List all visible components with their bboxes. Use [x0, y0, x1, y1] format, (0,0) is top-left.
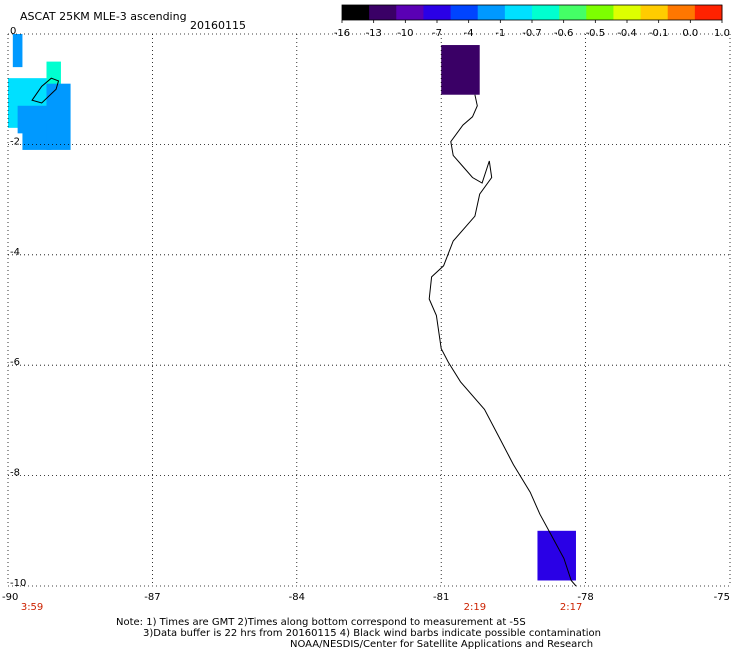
colorbar-swatch — [396, 5, 424, 20]
lat-tick-label: -8 — [10, 468, 20, 479]
colorbar-label: -16 — [334, 28, 350, 39]
colorbar-swatch — [477, 5, 506, 20]
lat-tick-label: -4 — [10, 247, 20, 258]
lon-tick-label: -87 — [144, 592, 160, 603]
time-label: 2:17 — [560, 602, 582, 613]
colorbar-swatch — [667, 5, 696, 20]
lat-tick-label: 0 — [10, 26, 16, 37]
lon-tick-label: -75 — [714, 592, 730, 603]
colorbar-label: 0.0 — [682, 28, 698, 39]
lon-tick-label: -81 — [433, 592, 449, 603]
time-label: 3:59 — [21, 602, 43, 613]
colorbar-swatch — [640, 5, 669, 20]
data-cell — [537, 530, 576, 581]
lat-tick-label: -2 — [10, 136, 20, 147]
colorbar-label: -0.6 — [554, 28, 574, 39]
lat-tick-label: -6 — [10, 357, 20, 368]
colorbar-label: -1 — [495, 28, 505, 39]
colorbar-label: -7 — [432, 28, 442, 39]
data-cell — [441, 45, 480, 95]
colorbar-label: -0.4 — [617, 28, 637, 39]
data-cells — [8, 34, 576, 581]
colorbar-label: -0.7 — [522, 28, 542, 39]
colorbar-swatch — [450, 5, 479, 20]
colorbar-label: -10 — [397, 28, 413, 39]
colorbar-label: -0.1 — [649, 28, 669, 39]
colorbar-swatch — [504, 5, 533, 20]
colorbar-label: -4 — [464, 28, 474, 39]
note-line-2: 3)Data buffer is 22 hrs from 20160115 4)… — [143, 628, 601, 639]
time-label: 2:19 — [464, 602, 486, 613]
map-plot-area: 0 -2 -4 -6 -8 -10 -90 -87 -84 -81 -78 -75 — [2, 26, 731, 603]
colorbar-swatch — [532, 5, 560, 20]
colorbar-swatch — [342, 5, 370, 20]
product-date: 20160115 — [190, 19, 246, 32]
note-line-1: Note: 1) Times are GMT 2)Times along bot… — [116, 617, 526, 628]
colorbar: -16 -13 -10 -7 -4 -1 -0.7 -0.6 -0.5 -0.4 -0.1 0.0 1.… — [334, 4, 730, 39]
colorbar-swatch — [586, 5, 614, 20]
lon-tick-label: -90 — [2, 592, 18, 603]
colorbar-swatch — [694, 5, 723, 20]
data-cell — [12, 34, 23, 68]
product-title: ASCAT 25KM MLE-3 ascending — [20, 10, 187, 23]
time-labels: 3:59 2:19 2:17 — [21, 602, 583, 613]
lat-lon-grid — [7, 33, 731, 587]
data-cell — [46, 83, 71, 150]
lat-tick-label: -10 — [10, 578, 26, 589]
lon-tick-label: -78 — [577, 592, 593, 603]
coastline — [428, 94, 577, 587]
island-outline — [31, 77, 60, 104]
axis-ticks: 0 -2 -4 -6 -8 -10 -90 -87 -84 -81 -78 -75 — [2, 26, 730, 603]
colorbar-label: 1.0 — [714, 28, 730, 39]
colorbar-swatch — [369, 5, 397, 20]
colorbar-swatch — [613, 5, 642, 20]
lon-tick-label: -84 — [289, 592, 305, 603]
colorbar-label: -0.5 — [586, 28, 606, 39]
colorbar-label: -13 — [365, 28, 381, 39]
colorbar-swatch — [559, 5, 587, 20]
colorbar-swatch — [423, 5, 452, 20]
note-line-3: NOAA/NESDIS/Center for Satellite Applica… — [290, 639, 593, 650]
